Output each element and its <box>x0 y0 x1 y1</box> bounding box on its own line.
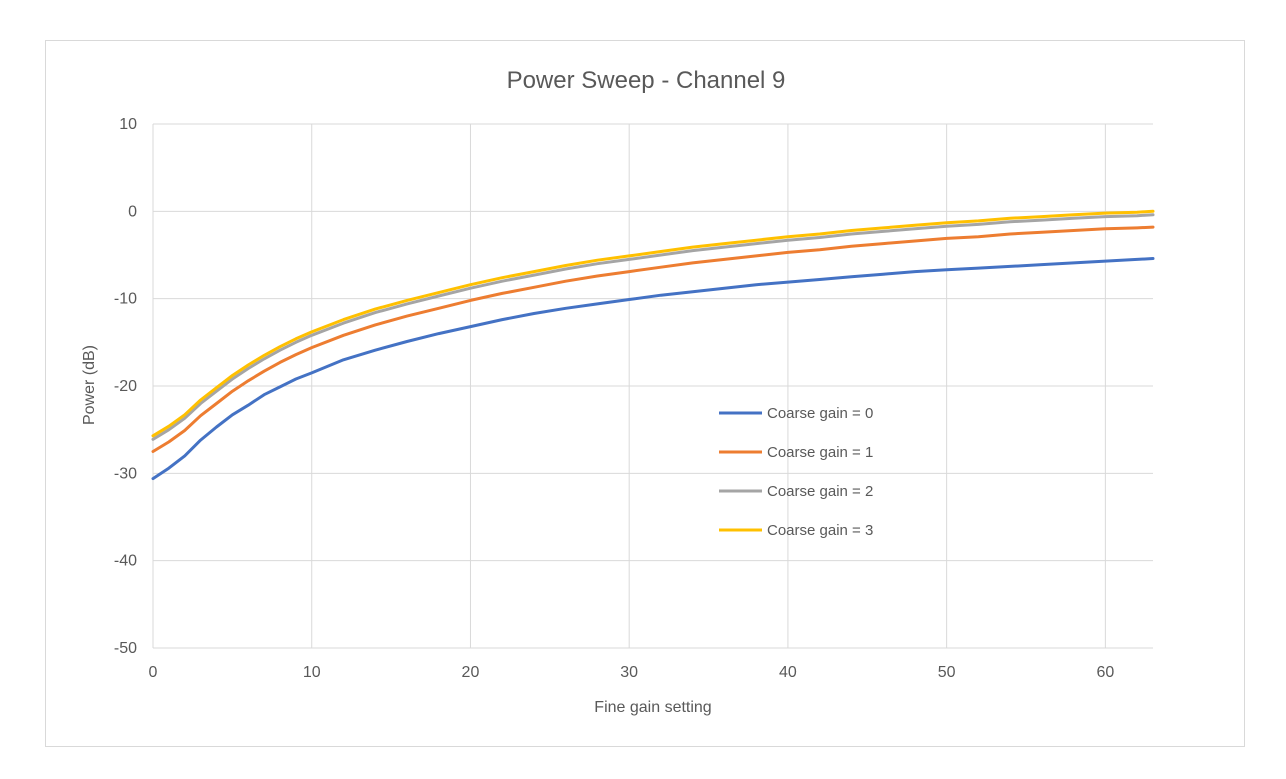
gridlines <box>152 123 1153 649</box>
legend-label: Coarse gain = 1 <box>767 444 873 461</box>
y-tick-label: -20 <box>114 378 137 395</box>
series-line-coarse-gain-3 <box>151 209 1155 438</box>
series-line-coarse-gain-0 <box>151 257 1155 481</box>
x-tick-label: 40 <box>779 664 797 681</box>
legend-label: Coarse gain = 3 <box>767 522 873 539</box>
series-line-coarse-gain-2 <box>151 213 1155 441</box>
y-tick-labels: 10 0 -10 -20 -30 -40 -50 <box>114 116 137 657</box>
series-line-coarse-gain-1 <box>151 225 1155 453</box>
y-tick-label: -30 <box>114 465 137 482</box>
series-lines <box>151 209 1155 481</box>
x-tick-label: 10 <box>303 664 321 681</box>
x-tick-labels: 0 10 20 30 40 50 60 <box>149 664 1115 681</box>
power-sweep-chart: 10 0 -10 -20 -30 -40 -50 0 10 20 30 40 50 60 Power S… <box>81 67 1155 716</box>
x-tick-label: 50 <box>938 664 956 681</box>
y-tick-label: -10 <box>114 291 137 308</box>
legend: Coarse gain = 0 Coarse gain = 1 Coarse gai… <box>719 405 873 539</box>
x-tick-label: 0 <box>149 664 158 681</box>
chart-title: Power Sweep - Channel 9 <box>507 67 786 94</box>
y-tick-label: 10 <box>119 116 137 133</box>
x-axis-title: Fine gain setting <box>594 699 711 716</box>
legend-label: Coarse gain = 2 <box>767 483 873 500</box>
legend-label: Coarse gain = 0 <box>767 405 873 422</box>
chart-frame: 10 0 -10 -20 -30 -40 -50 0 10 20 30 40 50 60 Power S… <box>45 40 1245 747</box>
y-tick-label: 0 <box>128 203 137 220</box>
x-tick-label: 20 <box>462 664 480 681</box>
x-tick-label: 30 <box>620 664 638 681</box>
y-tick-label: -40 <box>114 553 137 570</box>
y-tick-label: -50 <box>114 640 137 657</box>
x-tick-label: 60 <box>1096 664 1114 681</box>
y-axis-title: Power (dB) <box>81 345 98 425</box>
